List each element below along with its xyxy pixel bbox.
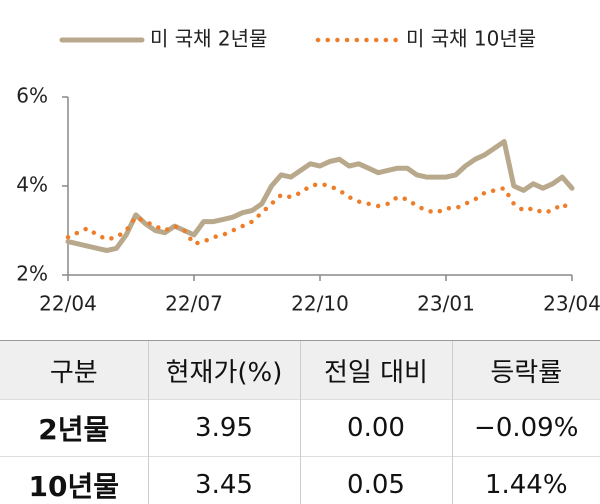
x-tick-label: 23/01 [417, 292, 475, 316]
cell: −0.09% [451, 399, 600, 457]
x-tick-label: 22/10 [291, 292, 349, 316]
header-cell: 전일 대비 [299, 340, 452, 400]
header-cell: 구분 [0, 340, 148, 400]
cell: 10년물 [0, 456, 148, 504]
cell: 1.44% [451, 456, 600, 504]
cell: 2년물 [0, 399, 148, 457]
header-row: 구분 현재가(%) 전일 대비 등락률 [0, 340, 600, 400]
quote-table: 구분 현재가(%) 전일 대비 등락률 2년물 3.95 0.00 −0.09%… [0, 340, 600, 504]
series-line [65, 139, 575, 253]
row: 10년물 3.45 0.05 1.44% [0, 456, 600, 504]
y-tick-label: 6% [16, 84, 48, 108]
chart: 2% 4% 6% 22/04 22/07 22/10 23/01 23/04 미 국채 2년물 미… [16, 27, 600, 316]
x-tick-label: 22/07 [165, 292, 223, 316]
series-line [65, 181, 575, 247]
cell: 0.05 [299, 456, 452, 504]
x-tick-label: 23/04 [543, 292, 600, 316]
cell: 3.95 [147, 399, 300, 457]
y-tick-label: 2% [16, 262, 48, 286]
x-tick-label: 22/04 [39, 292, 97, 316]
row: 2년물 3.95 0.00 −0.09% [0, 399, 600, 457]
cell: 0.00 [299, 399, 452, 457]
legend-label: 미 국채 2년물 [150, 27, 267, 51]
header-cell: 등락률 [451, 340, 600, 400]
header-cell: 현재가(%) [147, 340, 300, 400]
legend-label: 미 국채 10년물 [406, 27, 536, 51]
y-tick-label: 4% [16, 173, 48, 197]
cell: 3.45 [147, 456, 300, 504]
